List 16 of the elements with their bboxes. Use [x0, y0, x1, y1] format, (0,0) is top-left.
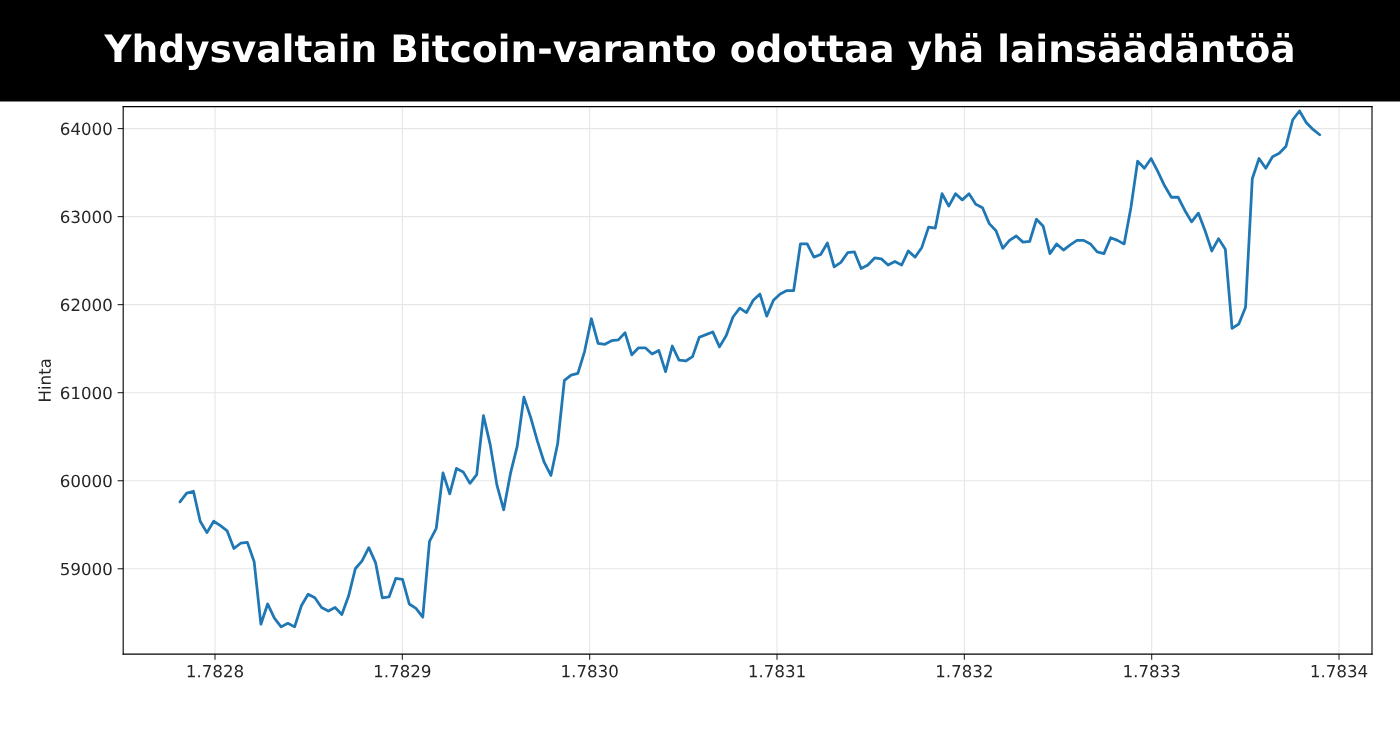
x-tick-label: 1.7829 [375, 664, 431, 678]
x-tick-label: 1.7834 [1311, 664, 1368, 678]
y-tick-label: 62000 [60, 298, 112, 312]
y-axis-title: Hinta [38, 359, 51, 401]
line-series [178, 109, 1322, 629]
y-tick-label: 63000 [60, 210, 112, 224]
y-tick-label: 64000 [60, 122, 112, 136]
x-tick-label: 1.7833 [1124, 664, 1180, 678]
x-tick-label: 1.7828 [187, 664, 244, 678]
y-tick-label: 60000 [60, 474, 112, 488]
x-tick-label: 1.7830 [562, 664, 618, 678]
x-tick-label: 1.7832 [937, 664, 992, 678]
y-tick-label: 59000 [61, 562, 112, 576]
y-tick-label: 61000 [60, 386, 112, 400]
chart-title: Yhdysvaltain Bitcoin-varanto odottaa yhä lainsäädäntöä [104, 32, 1293, 71]
x-tick-label: 1.7831 [749, 664, 805, 678]
